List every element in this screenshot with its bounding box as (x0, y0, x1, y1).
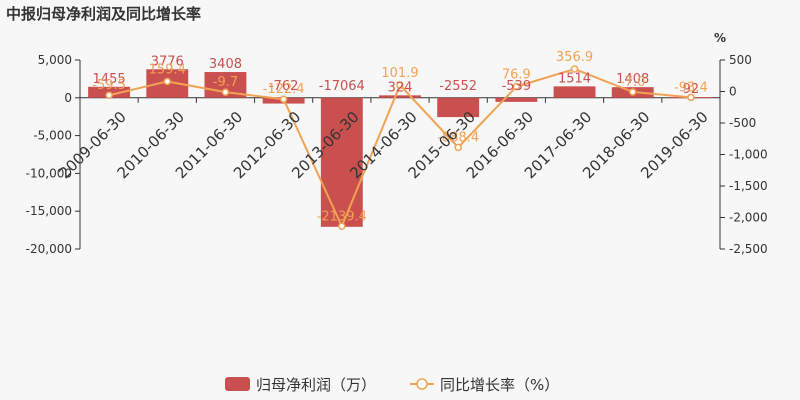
right-tick-label: -2,000 (729, 211, 768, 225)
line-point[interactable] (105, 91, 113, 99)
line-point[interactable] (454, 143, 462, 152)
bar[interactable] (495, 97, 538, 102)
chart-title: 中报归母净利润及同比增长率 (6, 5, 202, 23)
line-value-label: -9.7 (213, 75, 238, 90)
left-tick-label: -10,000 (26, 166, 72, 180)
line-value-label: -7.0 (620, 75, 645, 90)
legend-line-marker (416, 378, 428, 390)
right-tick-label: 500 (729, 53, 752, 67)
line-value-label: 101.9 (381, 66, 418, 81)
line-point[interactable] (570, 65, 579, 73)
line-point[interactable] (338, 222, 346, 231)
right-tick-label: -500 (729, 116, 756, 130)
legend-bar-label: 归母净利润（万） (256, 376, 376, 394)
bar-value-label: -762 (269, 79, 299, 94)
line-value-label: -2139.4 (317, 209, 367, 224)
bar[interactable] (320, 97, 363, 227)
right-tick-label: -1,000 (729, 148, 768, 162)
line-point[interactable] (163, 77, 172, 86)
line-value-label: -888.4 (437, 130, 479, 145)
right-tick-label: -1,500 (729, 179, 768, 193)
bar[interactable] (379, 95, 421, 98)
line-value-label: 356.9 (556, 50, 593, 65)
bar[interactable] (437, 97, 480, 118)
line-value-label: 76.9 (502, 68, 531, 83)
bar-value-label: 3776 (151, 54, 184, 69)
line-point[interactable] (279, 95, 288, 103)
right-tick-label: -2,500 (729, 242, 768, 256)
line-point[interactable] (628, 88, 637, 96)
left-tick-label: -20,000 (26, 242, 72, 256)
bar-value-label: 1455 (93, 72, 126, 87)
bar-value-label: 324 (388, 80, 413, 95)
legend-bar-swatch[interactable] (225, 377, 250, 391)
right-tick-label: 0 (729, 85, 737, 99)
bar-value-label: 1408 (616, 72, 649, 87)
line-point[interactable] (512, 82, 521, 91)
left-tick-label: 5,000 (38, 53, 72, 67)
bar-value-label: -2552 (439, 79, 477, 94)
bar[interactable] (553, 86, 596, 98)
line-point[interactable] (687, 93, 695, 102)
line-value-label: 159.4 (149, 62, 186, 77)
line-value-label: -122.4 (263, 82, 305, 97)
line-value-label: -59.5 (92, 78, 126, 93)
bar-value-label: -17064 (319, 79, 365, 94)
legend-line-label: 同比增长率（%） (440, 376, 559, 394)
left-tick-label: -5,000 (33, 129, 72, 143)
right-axis-unit: % (714, 31, 726, 45)
line-point[interactable] (221, 88, 230, 96)
line-value-label: -93.4 (674, 80, 708, 95)
left-tick-label: 0 (64, 91, 72, 105)
bar-value-label: 1514 (558, 71, 591, 86)
line-point[interactable] (396, 81, 404, 89)
bar-value-label: 3408 (209, 57, 242, 72)
left-tick-label: -15,000 (26, 204, 72, 218)
bar-value-label: -539 (502, 79, 532, 94)
bar-value-label: 92 (683, 82, 700, 97)
